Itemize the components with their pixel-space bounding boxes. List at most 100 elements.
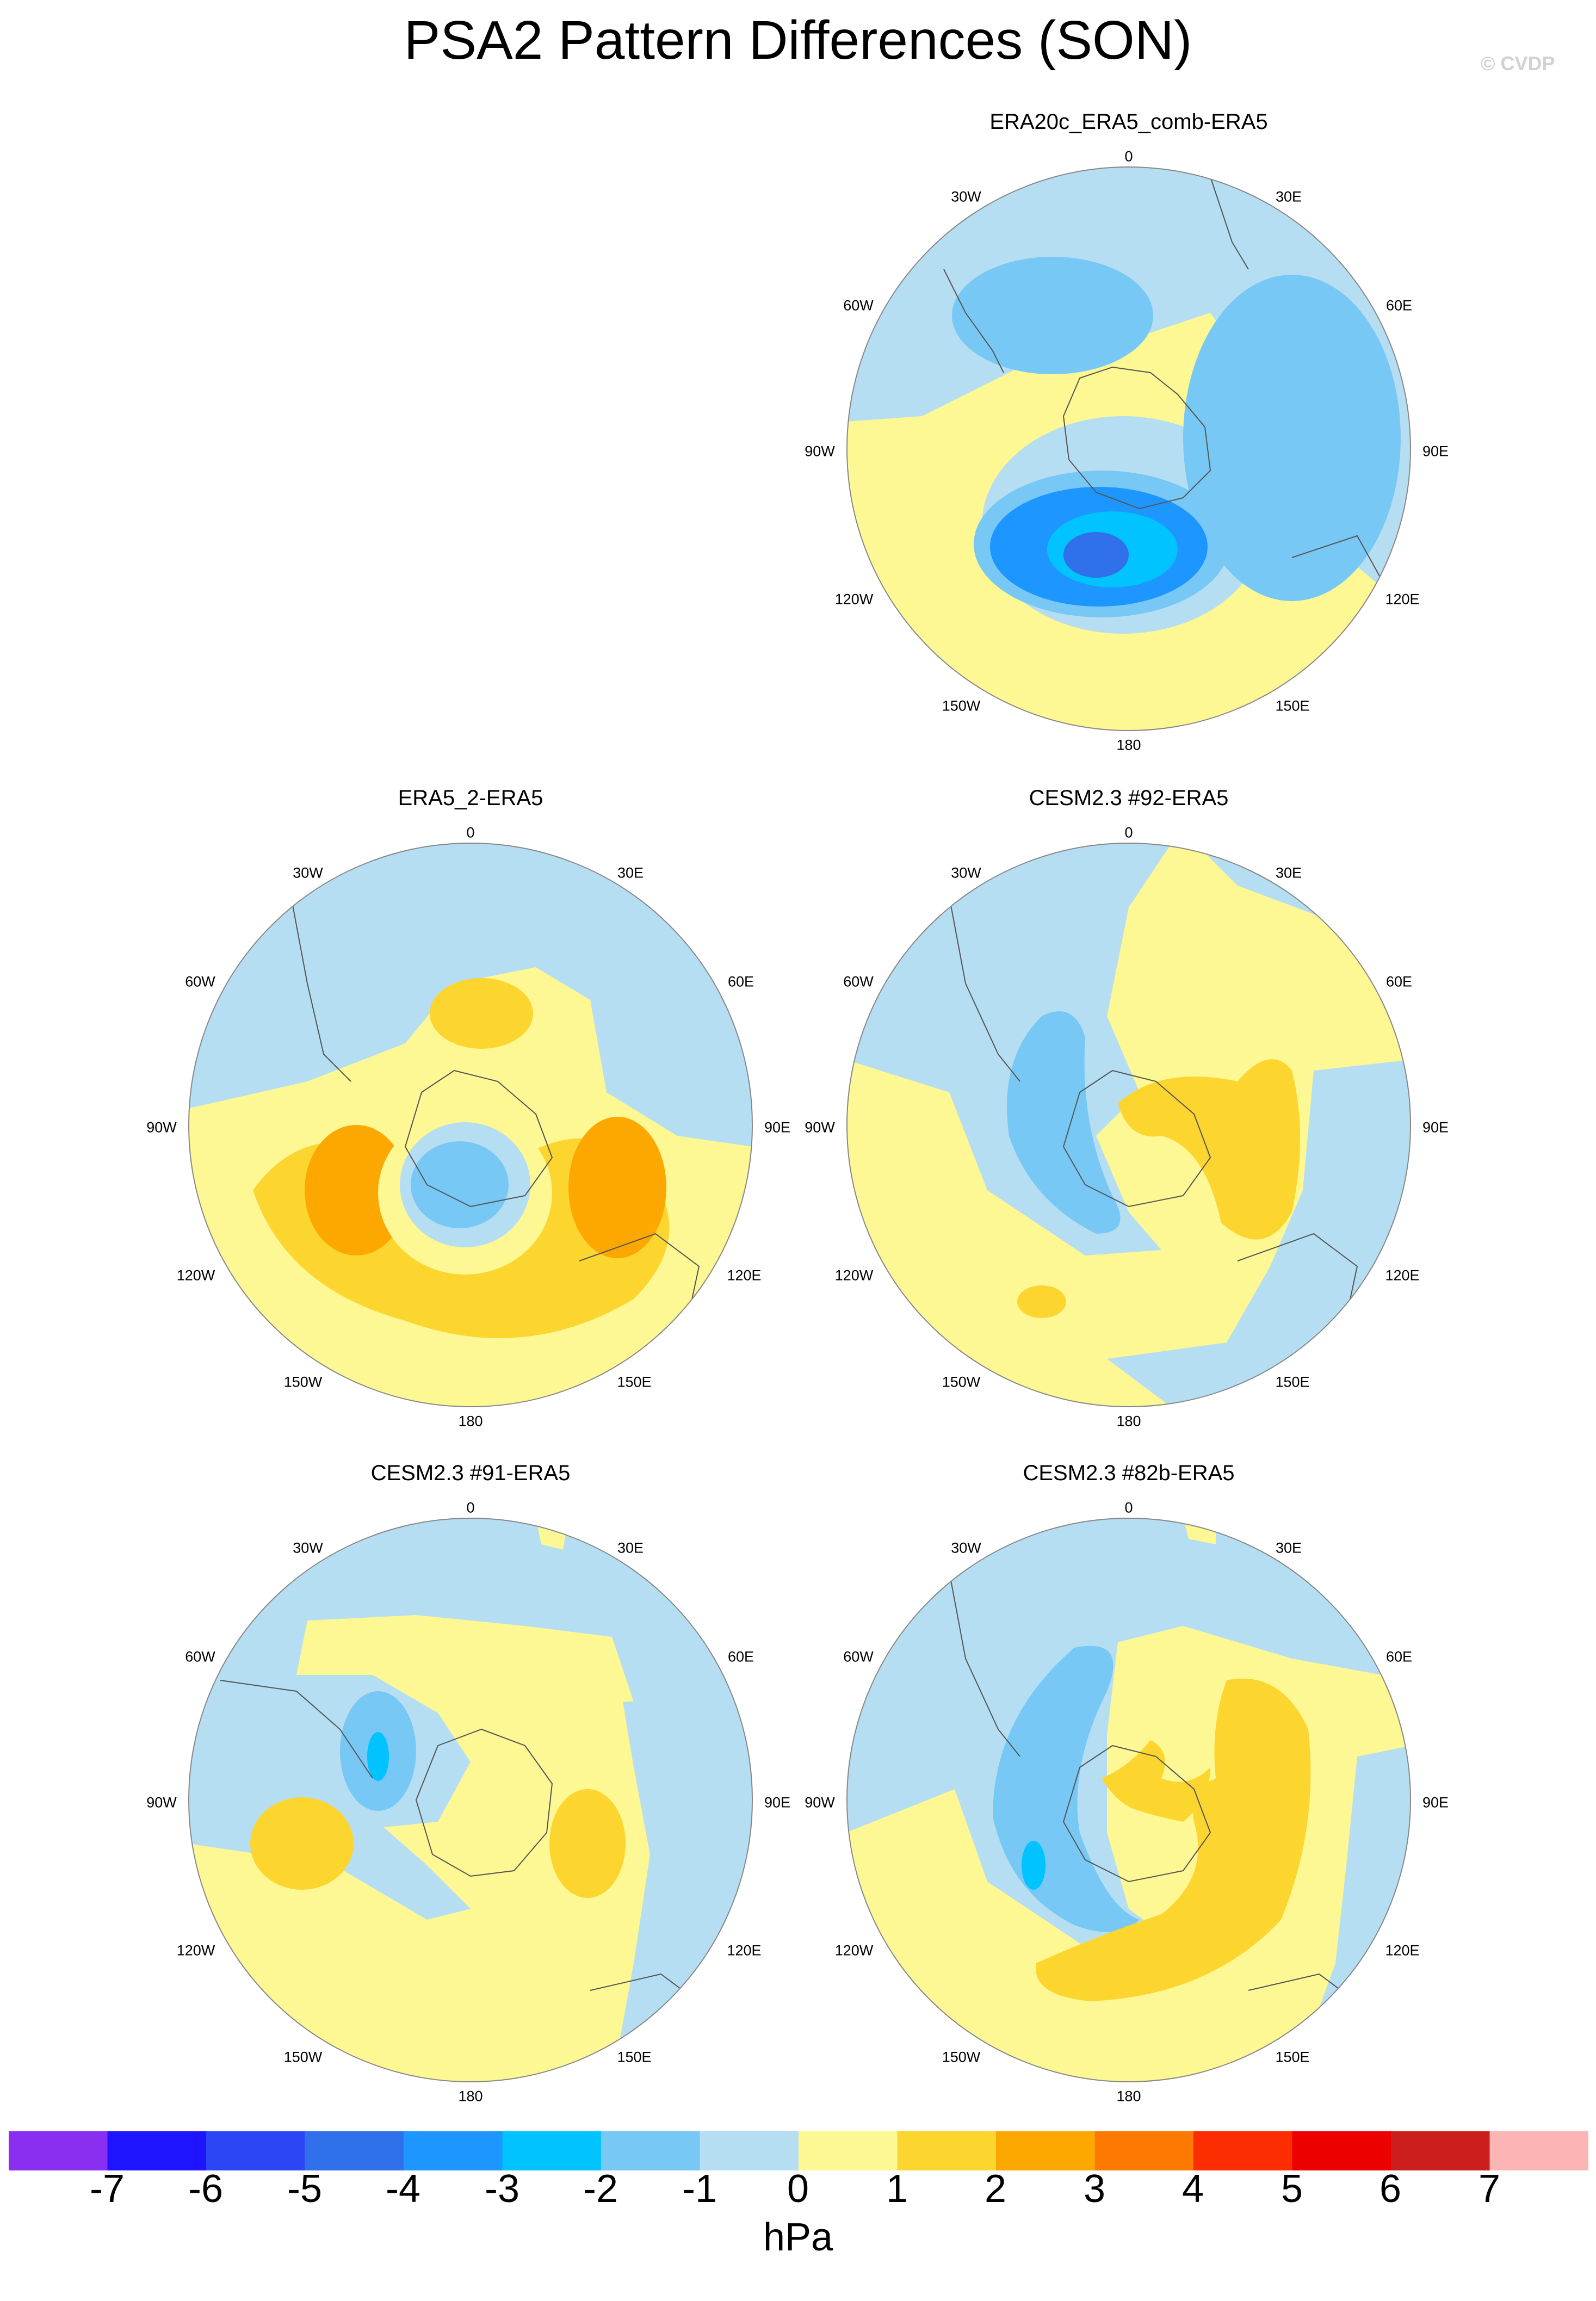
colorbar-swatch (601, 2131, 700, 2170)
map-boundary (188, 843, 753, 1407)
contour-neg-2 (367, 1732, 389, 1781)
contour-neg-1a (952, 257, 1153, 374)
lon-label: 0 (466, 1499, 475, 1516)
contour-pos-1a (430, 978, 533, 1049)
lon-label: 60W (185, 973, 215, 990)
lon-label: 120E (727, 1267, 762, 1284)
colorbar-swatch (996, 2131, 1095, 2170)
map-panel-cesm82b (846, 1518, 1411, 2082)
colorbar-swatch (305, 2131, 404, 2170)
lon-label: 120E (1385, 1942, 1420, 1959)
colorbar-swatch (1193, 2131, 1292, 2170)
lon-label: 90W (146, 1119, 177, 1136)
field-negative-region (847, 1518, 1411, 1947)
lon-label: 90W (805, 443, 835, 460)
colorbar-tick-label: -6 (188, 2167, 224, 2211)
lon-label: 150E (617, 1374, 652, 1390)
colorbar-tick-label: 7 (1478, 2167, 1501, 2211)
lon-label: 30W (951, 1539, 981, 1556)
lon-label: 90E (1422, 1119, 1449, 1136)
map-panel-era5-2 (188, 843, 753, 1407)
lon-label: 30E (1275, 1539, 1302, 1556)
colorbar (9, 2131, 1588, 2170)
lon-label: 90E (1422, 1794, 1449, 1811)
contour-pos-1-antarctic (1102, 1740, 1210, 1822)
colorbar-tick-label: 5 (1280, 2167, 1303, 2211)
coastline-africa (1210, 176, 1249, 270)
lon-label: 120E (1385, 591, 1420, 608)
panel-title-cesm91: CESM2.3 #91-ERA5 (370, 1461, 571, 1485)
colorbar-swatch (1094, 2131, 1194, 2170)
panel-title-cesm82b: CESM2.3 #82b-ERA5 (1023, 1461, 1235, 1485)
lon-label: 180 (458, 1413, 483, 1430)
antarctica-coastline (1062, 1745, 1211, 1883)
lon-label: 120W (176, 1267, 215, 1284)
contour-pos-2a (305, 1125, 408, 1255)
figure-title: PSA2 Pattern Differences (SON) (404, 10, 1192, 71)
colorbar-swatch (206, 2131, 305, 2170)
map-panel-era20c (846, 166, 1411, 731)
colorbar-swatch (1292, 2131, 1391, 2170)
map-boundary (846, 843, 1411, 1407)
colorbar-swatch (502, 2131, 602, 2170)
lon-label: 150W (942, 2049, 981, 2065)
colorbar-tick-label: 6 (1379, 2167, 1402, 2211)
contour-neg-1b (1183, 275, 1401, 601)
lon-label: 90E (1422, 443, 1449, 460)
antarctica-coastline (404, 1069, 553, 1208)
colorbar-tick-label: -2 (583, 2167, 618, 2211)
lon-label: 120W (834, 1942, 874, 1959)
contour-pos-1a (250, 1797, 354, 1890)
lon-label: 60E (727, 973, 754, 990)
colorbar-swatch (897, 2131, 997, 2170)
panel-title-era20c: ERA20c_ERA5_comb-ERA5 (989, 110, 1268, 134)
contour-pos-1b (549, 1789, 626, 1898)
contour-neg-1 (1007, 1011, 1121, 1234)
lon-label: 60E (1385, 297, 1413, 314)
contour-neg-2 (411, 1141, 509, 1228)
colorbar-tick-label: 1 (886, 2167, 908, 2211)
antarctica-coastline (1062, 366, 1211, 510)
field-negative-region (189, 843, 752, 1147)
lon-label: 180 (1116, 737, 1141, 753)
colorbar-tick-label: -4 (385, 2167, 421, 2211)
colorbar-swatch (9, 2131, 108, 2170)
lon-label: 180 (458, 2088, 483, 2105)
lon-label: 150E (617, 2049, 652, 2065)
lon-label: 150E (1275, 697, 1310, 714)
lon-label: 0 (1124, 148, 1133, 165)
contour-pos-1 (1118, 1059, 1300, 1240)
contour-pos-1 (1036, 1678, 1311, 2001)
lon-label: 30E (617, 1539, 644, 1556)
map-boundary (188, 1518, 753, 2082)
lon-label: 90W (805, 1119, 835, 1136)
contour-neg-4 (1063, 532, 1129, 578)
colorbar-tick-label: 2 (984, 2167, 1007, 2211)
panel-title-cesm92: CESM2.3 #92-ERA5 (1029, 786, 1229, 810)
coastline-south-america (949, 896, 1020, 1082)
map-boundary (846, 166, 1411, 731)
lon-label: 60E (727, 1648, 754, 1665)
lon-label: 60W (843, 973, 874, 990)
lon-label: 30W (293, 864, 323, 881)
colorbar-tick-label: -1 (682, 2167, 717, 2211)
lon-label: 60W (843, 1648, 874, 1665)
colorbar-tick-label: -7 (89, 2167, 125, 2211)
lon-label: 0 (466, 824, 475, 841)
colorbar-tick-label: 3 (1083, 2167, 1106, 2211)
lon-label: 180 (1116, 1413, 1141, 1430)
lon-label: 120W (834, 591, 874, 608)
contour-pos-2b (568, 1117, 666, 1258)
map-panel-cesm91 (188, 1518, 753, 2082)
lon-label: 180 (1116, 2088, 1141, 2105)
panel-title-era5-2: ERA5_2-ERA5 (398, 786, 543, 810)
coastline-south-america (290, 896, 351, 1082)
lon-label: 150W (283, 1374, 323, 1390)
lon-label: 60E (1385, 1648, 1413, 1665)
contour-neg-2 (1022, 1841, 1046, 1890)
antarctica-coastline (1062, 1069, 1211, 1208)
lon-label: 150W (942, 697, 981, 714)
lon-label: 60W (185, 1648, 215, 1665)
lon-label: 120W (834, 1267, 874, 1284)
map-panel-cesm92 (846, 843, 1411, 1407)
